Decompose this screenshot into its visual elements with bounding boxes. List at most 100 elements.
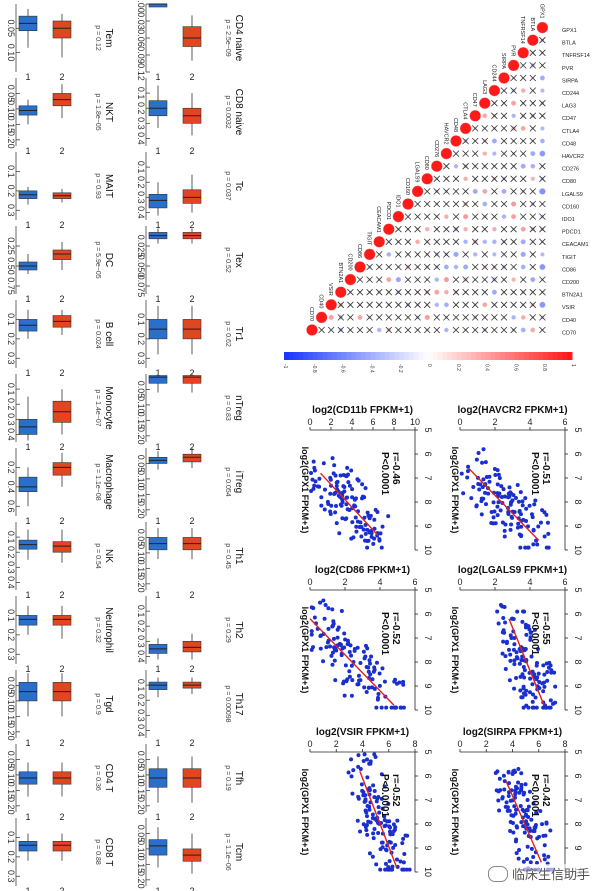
data-point	[513, 790, 518, 795]
data-point	[376, 692, 381, 697]
data-point	[469, 496, 474, 501]
tick-label: 0.20	[6, 797, 16, 815]
corr-cell	[492, 239, 497, 245]
y-axis-title: log2(GPX1 FPKM+1)	[300, 447, 310, 534]
legend-swatch	[341, 352, 347, 360]
data-point	[512, 768, 517, 773]
insignificant-mark	[462, 314, 469, 321]
corr-cell	[453, 251, 459, 258]
data-point	[496, 798, 501, 803]
variable-label-right: BTLA	[562, 41, 576, 47]
data-point	[503, 522, 508, 527]
data-point	[332, 463, 337, 468]
data-point	[542, 684, 547, 689]
tick-label: 0.10	[6, 100, 16, 118]
data-point	[496, 472, 501, 477]
legend-swatch	[418, 352, 424, 360]
tick-label: 0.4	[136, 724, 146, 737]
legend-swatch	[432, 352, 439, 360]
insignificant-mark	[510, 238, 517, 246]
corr-cell	[520, 88, 526, 93]
corr-cell	[363, 248, 376, 261]
insignificant-mark	[510, 162, 517, 170]
data-point	[499, 484, 504, 489]
data-point	[343, 663, 348, 668]
group-label: 2	[189, 590, 194, 600]
tick-label: 0.15	[6, 116, 16, 134]
data-point	[519, 524, 524, 529]
data-point	[526, 705, 531, 710]
insignificant-mark	[347, 301, 354, 309]
data-point	[497, 776, 502, 781]
tick-label: 0.05	[136, 751, 146, 769]
insignificant-mark	[510, 288, 517, 296]
data-point	[518, 804, 523, 809]
legend-swatch	[447, 352, 453, 360]
insignificant-mark	[471, 213, 479, 220]
tick-label: 0.05	[136, 825, 146, 843]
data-point	[521, 824, 526, 829]
data-point	[496, 500, 501, 505]
data-point	[534, 860, 539, 865]
group-label: 1	[155, 590, 160, 600]
box-group-1	[148, 839, 168, 856]
corr-cell	[501, 214, 507, 219]
data-point	[508, 633, 513, 638]
data-point	[512, 662, 517, 667]
data-point	[500, 651, 505, 656]
insignificant-mark	[462, 251, 469, 258]
data-point	[350, 487, 355, 492]
insignificant-mark	[452, 200, 460, 208]
data-point	[516, 767, 521, 772]
corr-cell	[482, 188, 488, 194]
x-tick-label: 4	[360, 739, 365, 749]
insignificant-mark	[433, 200, 441, 208]
y-tick-label: 7	[573, 797, 583, 802]
data-point	[548, 828, 553, 833]
data-point	[334, 480, 339, 485]
data-point	[379, 772, 384, 777]
insignificant-mark	[414, 276, 421, 283]
variable-label-right: HAVCR2	[562, 154, 584, 160]
insignificant-mark	[500, 162, 508, 170]
data-point	[374, 660, 379, 665]
insignificant-mark	[519, 150, 527, 157]
trend-line	[505, 780, 543, 863]
data-point	[545, 520, 550, 525]
x-tick-label: 0	[307, 417, 312, 427]
data-point	[525, 857, 530, 862]
legend-swatch	[312, 352, 319, 360]
tick-label: 0.2	[6, 185, 16, 198]
insignificant-mark	[385, 263, 393, 271]
data-point	[466, 464, 471, 469]
panel-name: Th17	[233, 693, 244, 716]
panel-name: Tc	[233, 181, 244, 191]
data-point	[513, 495, 518, 500]
variable-label-right: CD80	[562, 179, 576, 185]
p-value: p = 0.9	[94, 693, 101, 715]
data-point	[532, 672, 537, 677]
data-point	[395, 818, 400, 823]
insignificant-mark	[452, 288, 460, 296]
data-point	[519, 820, 524, 825]
insignificant-mark	[500, 276, 508, 283]
data-point	[358, 767, 363, 772]
data-point	[372, 517, 377, 522]
data-point	[500, 630, 505, 635]
data-point	[319, 495, 324, 500]
tick-label: 0.25	[6, 237, 16, 255]
data-point	[542, 843, 547, 848]
variable-label-diagonal: CD244	[490, 64, 496, 81]
data-point	[542, 853, 547, 858]
variable-label-diagonal: LAG3	[481, 80, 487, 94]
data-point	[392, 705, 397, 710]
tick-label: 0.3	[6, 413, 16, 426]
data-point	[474, 457, 479, 462]
data-point	[508, 819, 513, 824]
data-point	[553, 700, 558, 705]
group-label: 2	[189, 812, 194, 822]
data-point	[330, 662, 335, 667]
insignificant-mark	[414, 301, 421, 309]
